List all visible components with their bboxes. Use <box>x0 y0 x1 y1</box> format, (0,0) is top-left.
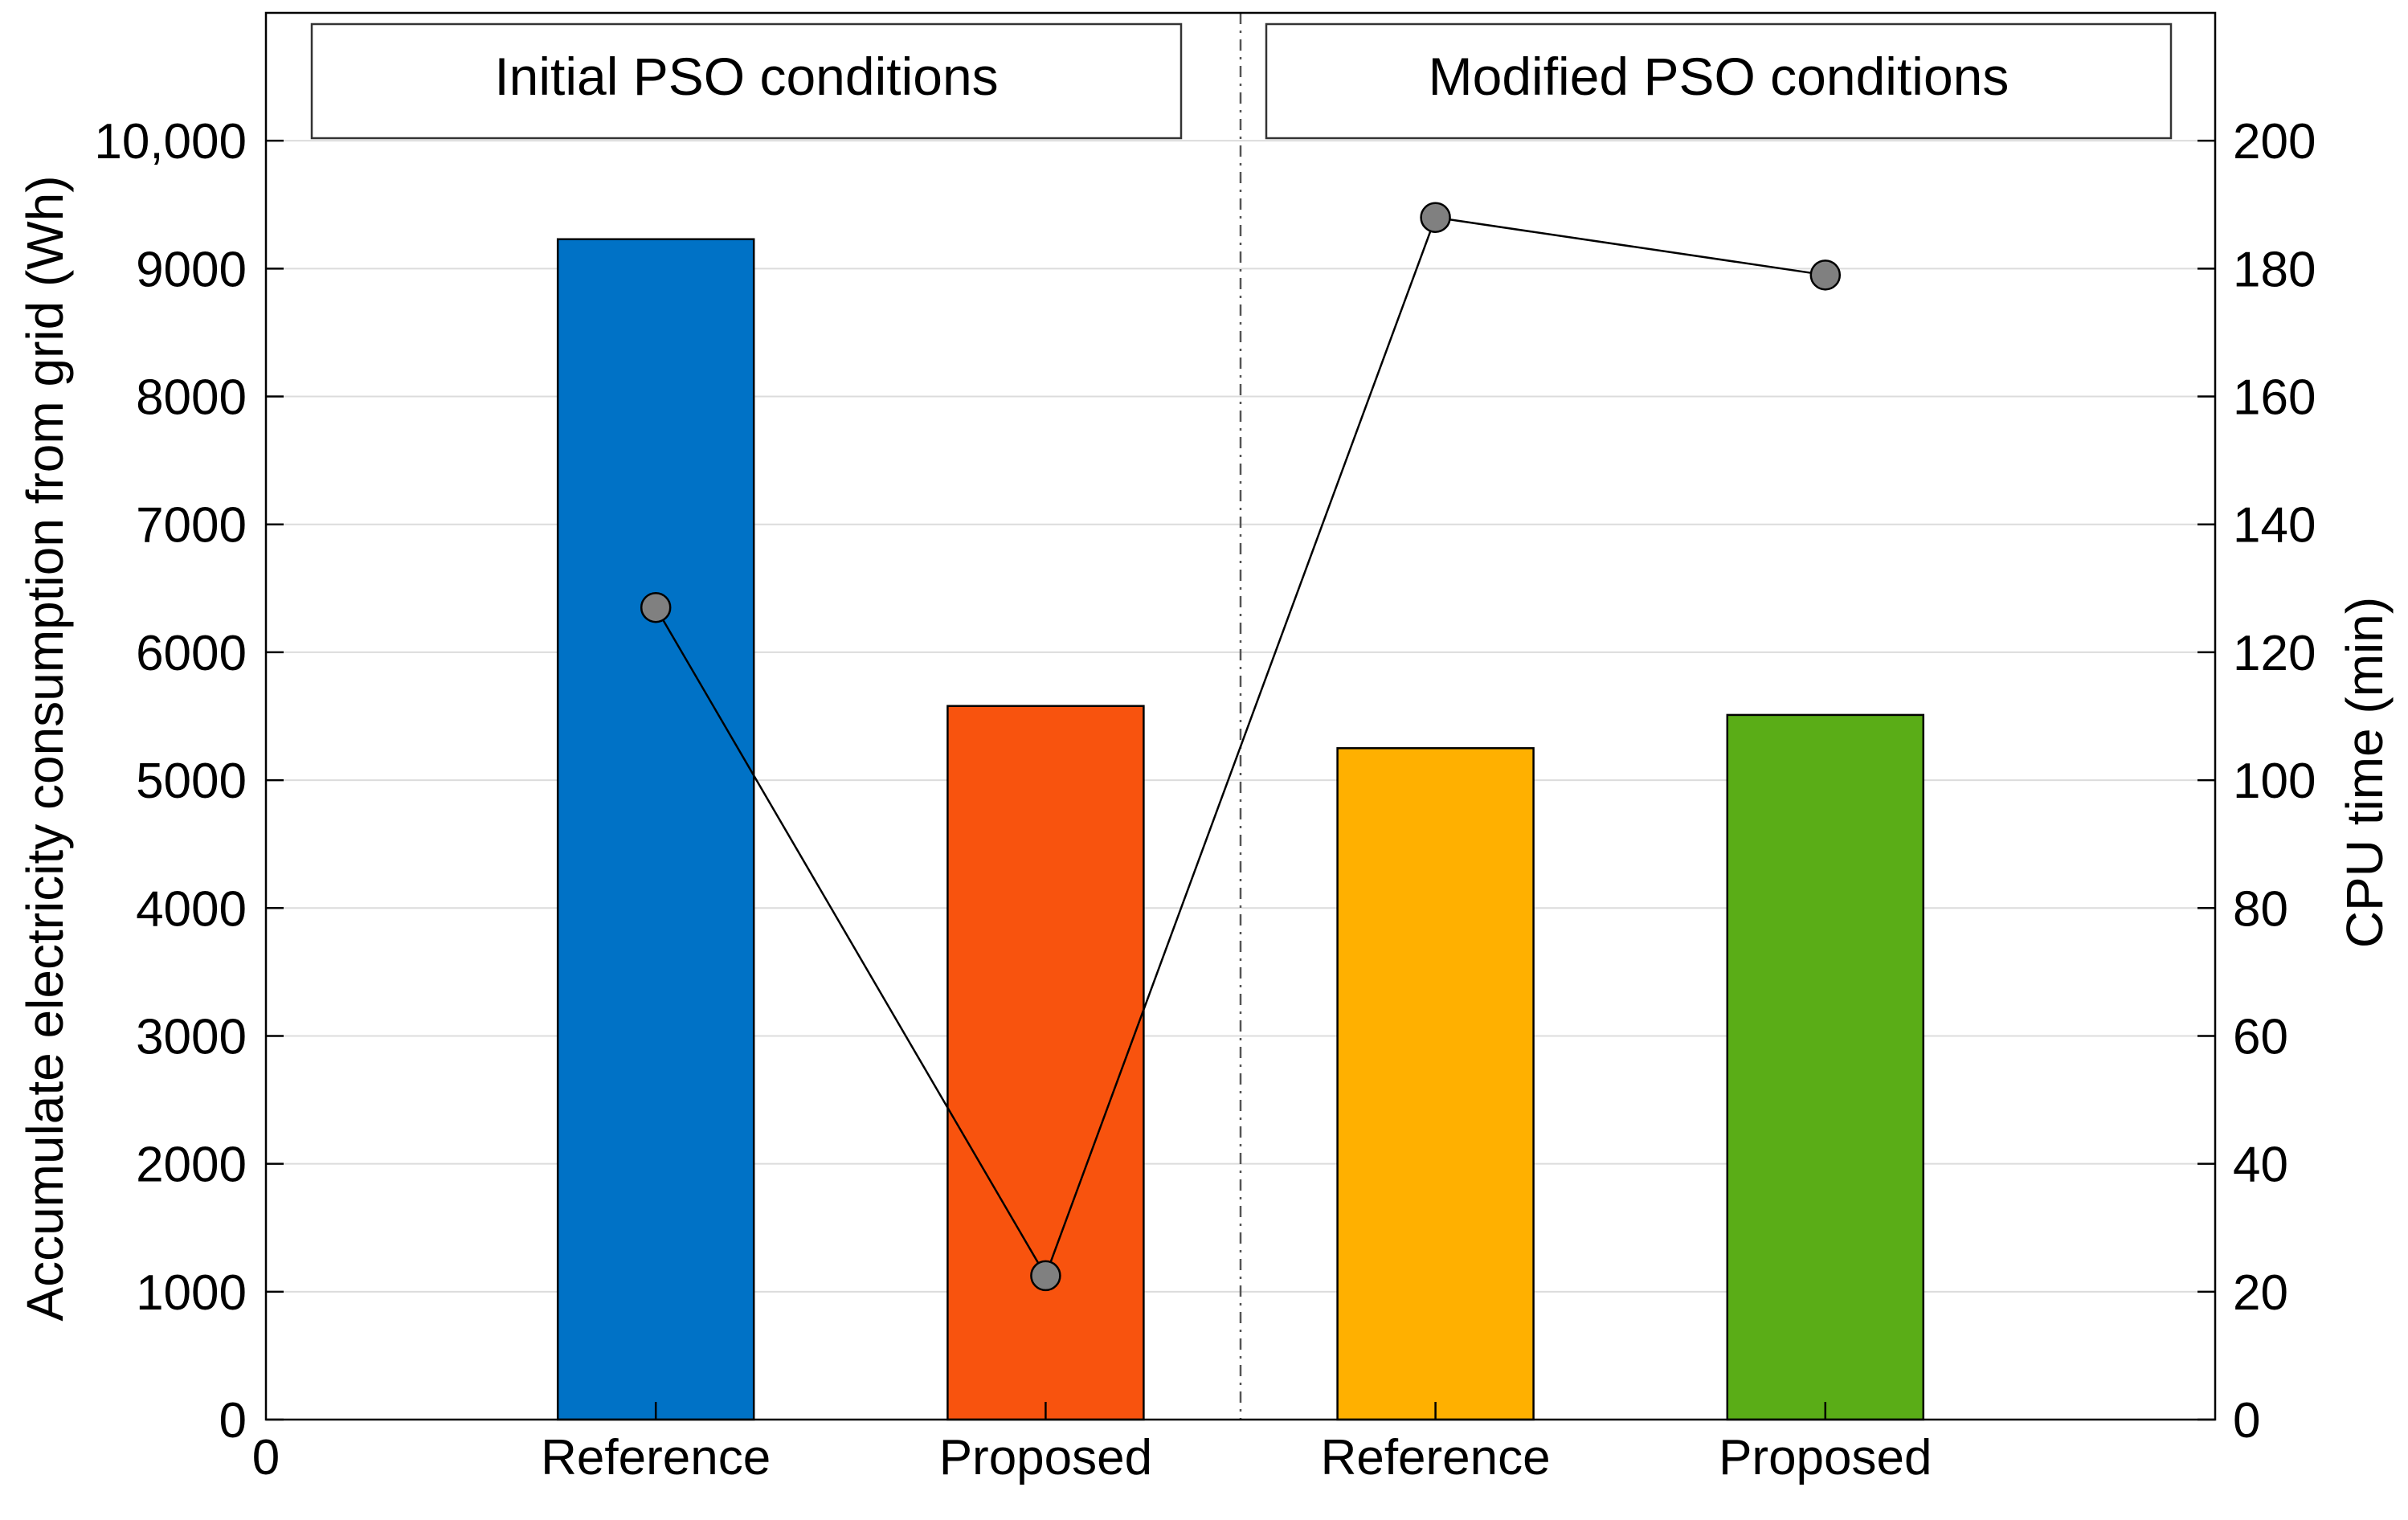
group-box-0 <box>310 22 1183 140</box>
right-tick-label-6: 120 <box>2233 626 2316 681</box>
right-tick-label-7: 140 <box>2233 498 2316 554</box>
bar-3 <box>1726 713 1925 1421</box>
group-title-boxes: Initial PSO conditions Modified PSO condi… <box>310 22 2173 140</box>
left-tick-label-9: 9000 <box>136 242 247 297</box>
y-axis-title: Accumulate electricity consumption from … <box>16 175 74 1321</box>
cpu-time-point-3 <box>1809 259 1842 291</box>
right-tick-label-0: 0 <box>2233 1393 2260 1448</box>
right-tick-label-1: 20 <box>2233 1265 2288 1321</box>
y2-axis-title: CPU time (min) <box>2336 597 2394 948</box>
bar-2 <box>1336 747 1535 1421</box>
right-tick-label-8: 160 <box>2233 370 2316 426</box>
x-tick-label-0: Reference <box>541 1430 771 1485</box>
cpu-time-point-2 <box>1420 202 1451 233</box>
group-title-0: Initial PSO conditions <box>494 47 998 106</box>
group-title-1: Modified PSO conditions <box>1429 47 2009 106</box>
left-tick-label-0: 0 <box>219 1393 247 1448</box>
cpu-time-line <box>655 216 1825 1278</box>
x-axis-ticks: 0 Reference Proposed Reference Proposed <box>252 1402 1932 1485</box>
left-axis-ticks: 0 1000 2000 3000 4000 5000 6000 7000 8000 9000 10,… <box>94 114 284 1448</box>
right-tick-label-3: 60 <box>2233 1009 2288 1064</box>
cpu-time-point-0 <box>640 591 672 623</box>
left-tick-label-7: 7000 <box>136 498 247 554</box>
group-box-1 <box>1265 22 2173 140</box>
right-tick-label-10: 200 <box>2233 114 2316 170</box>
left-tick-label-8: 8000 <box>136 370 247 426</box>
left-tick-label-2: 2000 <box>136 1138 247 1193</box>
right-tick-label-4: 80 <box>2233 881 2288 937</box>
right-axis-ticks: 0 20 40 60 80 100 120 140 160 180 200 <box>2197 114 2316 1448</box>
plot-area-border <box>264 11 2217 1421</box>
x-tick-label-origin: 0 <box>252 1430 280 1485</box>
left-tick-label-6: 6000 <box>136 626 247 681</box>
cpu-time-point-1 <box>1030 1260 1061 1292</box>
x-tick-label-1: Proposed <box>939 1430 1152 1485</box>
right-tick-label-2: 40 <box>2233 1138 2288 1193</box>
left-tick-label-4: 4000 <box>136 881 247 937</box>
x-tick-label-2: Reference <box>1321 1430 1551 1485</box>
bar-0 <box>556 238 755 1421</box>
plot-frame <box>264 11 2217 1421</box>
right-tick-label-9: 180 <box>2233 242 2316 297</box>
bar-1 <box>946 705 1145 1421</box>
left-tick-label-3: 3000 <box>136 1009 247 1064</box>
x-tick-label-3: Proposed <box>1719 1430 1932 1485</box>
left-tick-label-5: 5000 <box>136 754 247 809</box>
cpu-time-series <box>640 202 1842 1292</box>
left-tick-label-10: 10,000 <box>94 114 247 170</box>
right-tick-label-5: 100 <box>2233 754 2316 809</box>
left-tick-label-1: 1000 <box>136 1265 247 1321</box>
